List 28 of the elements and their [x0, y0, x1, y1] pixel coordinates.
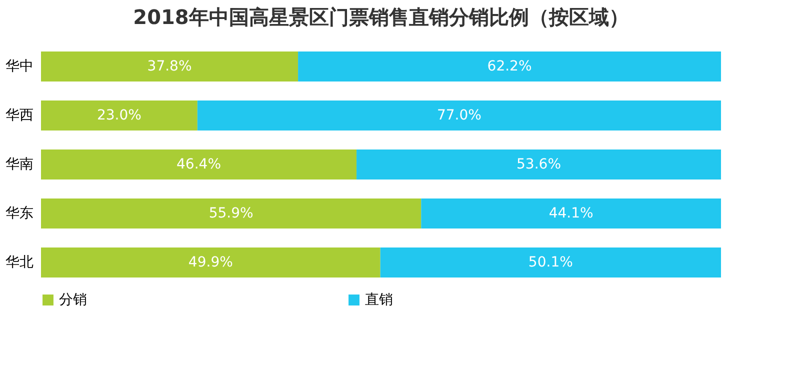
bar: [380, 248, 721, 278]
data-label: 46.4%: [176, 156, 221, 172]
legend-label: 分销: [59, 292, 87, 308]
data-label: 37.8%: [147, 58, 192, 74]
bar: [41, 52, 298, 82]
data-label: 49.9%: [188, 254, 233, 270]
data-label: 53.6%: [516, 156, 561, 172]
chart-title: 2018年中国高星景区门票销售直销分销比例（按区域）: [133, 5, 629, 29]
bar: [298, 52, 721, 82]
legend-label: 直销: [365, 292, 393, 308]
y-tick-label: 华南: [6, 156, 34, 172]
y-tick-label: 华北: [6, 254, 34, 270]
data-label: 55.9%: [208, 206, 254, 222]
bar: [356, 150, 721, 180]
y-tick-label: 华中: [6, 58, 34, 74]
bar: [41, 150, 357, 180]
data-label: 44.1%: [548, 206, 594, 222]
data-label: 77.0%: [436, 108, 482, 124]
bar: [197, 100, 721, 130]
bar: [41, 248, 380, 278]
data-label: 23.0%: [96, 108, 142, 124]
data-label: 50.1%: [528, 254, 573, 270]
y-tick-label: 华西: [6, 108, 34, 124]
bar: [41, 198, 422, 228]
bar: [41, 100, 198, 130]
data-label: 62.2%: [487, 58, 532, 74]
bar: [421, 198, 721, 228]
y-tick-label: 华东: [6, 206, 34, 222]
